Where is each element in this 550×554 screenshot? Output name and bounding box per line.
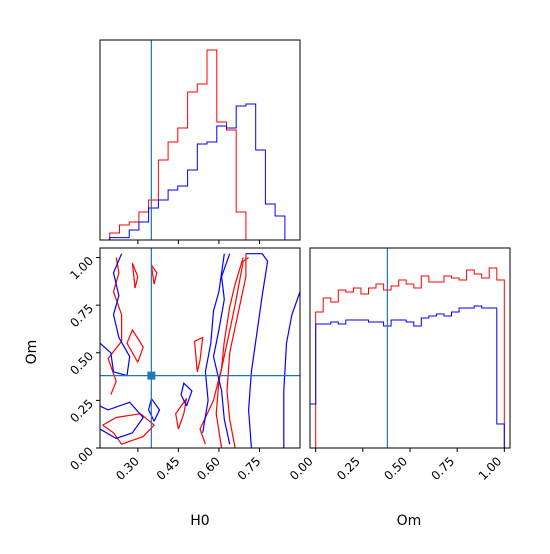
contour-line-red	[199, 257, 244, 445]
x-axis-label-h0: H0	[190, 513, 209, 529]
contour-line-red	[175, 398, 188, 430]
truth-marker	[147, 371, 156, 380]
histogram-red-series	[100, 49, 295, 241]
contour-line-blue	[245, 253, 269, 448]
x-tick-label: 1.00	[476, 454, 505, 483]
contour-line-red	[107, 257, 123, 395]
contour-line-blue	[202, 253, 225, 433]
x-tick-label: 0.25	[334, 454, 363, 483]
y-tick-label: 0.25	[67, 397, 96, 426]
contour-line-red	[150, 264, 158, 285]
y-axis-label-om: Om	[24, 340, 40, 365]
y-tick-label: 0.75	[67, 301, 96, 330]
om-marginal-panel: 0.00 0.25 0.50 0.75 1.00	[287, 247, 511, 483]
h0-marginal-panel	[99, 39, 301, 244]
x-tick-label: 0.45	[154, 454, 183, 483]
contour-line-blue	[100, 401, 144, 440]
contour-area	[100, 253, 300, 448]
h0-om-contour-panel: 0.30 0.45 0.60 0.75 0.00 0.25 0.50 0.75 1.00	[67, 247, 301, 483]
x-tick-label: 0.75	[428, 454, 457, 483]
x-tick-label: 0.50	[381, 454, 410, 483]
contour-line-blue	[100, 253, 131, 377]
panel-frame	[309, 247, 511, 449]
y-tick-label: 0.00	[67, 444, 96, 473]
contour-line-red	[226, 253, 247, 448]
contour-line-red	[215, 257, 249, 448]
y-tick-label: 1.00	[67, 254, 96, 283]
x-tick-label: 0.75	[235, 454, 264, 483]
x-axis-label-om: Om	[397, 513, 422, 529]
contour-line-red	[131, 262, 139, 289]
contour-line-blue	[212, 253, 231, 445]
contour-line-red	[126, 328, 144, 363]
panel-frame	[99, 39, 301, 241]
histogram-red-series	[310, 267, 505, 449]
histogram-blue-series	[100, 103, 295, 241]
contour-line-blue	[147, 397, 161, 422]
contour-line-blue	[283, 291, 300, 448]
x-tick-label: 0.60	[194, 454, 223, 483]
x-tick-label: 0.30	[113, 454, 142, 483]
histogram-blue-series	[309, 305, 505, 448]
y-tick-label: 0.50	[67, 349, 96, 378]
x-tick-label: 0.00	[287, 454, 316, 483]
panel-frame	[99, 247, 301, 449]
contour-line-red	[102, 413, 155, 445]
contour-line-red	[193, 336, 204, 372]
contour-line-blue	[180, 382, 193, 407]
